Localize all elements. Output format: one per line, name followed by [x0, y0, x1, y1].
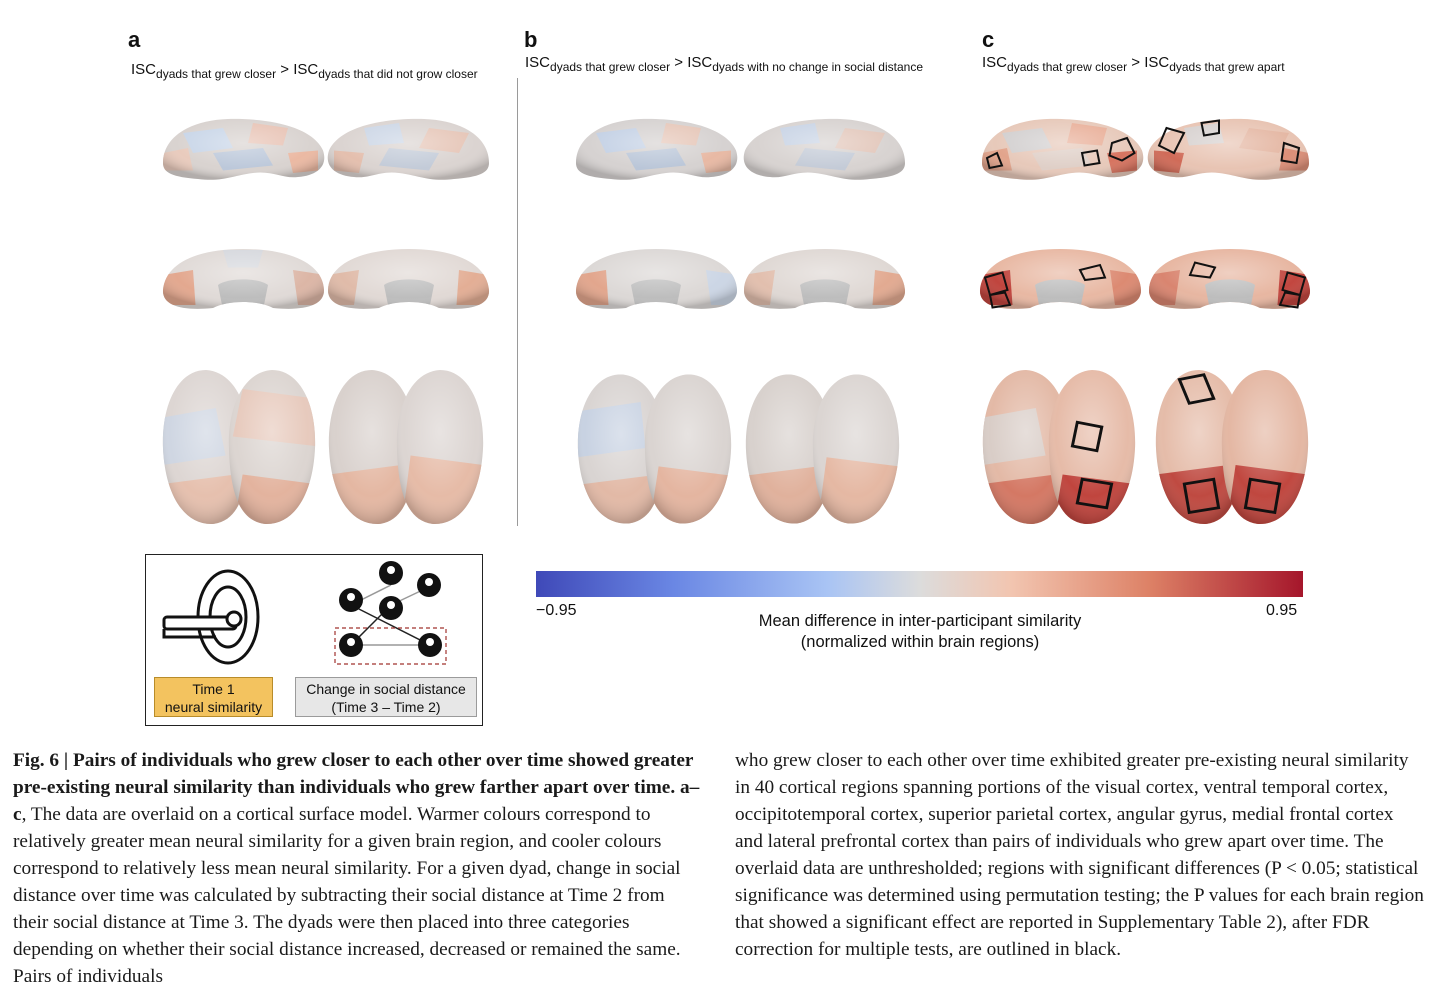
legend-box: Time 1 neural similarity Change in social… — [145, 554, 483, 726]
brain-c-dorsal — [982, 369, 1309, 524]
brain-c-medial-right — [1148, 249, 1311, 309]
panel-letter-b: b — [524, 27, 538, 52]
caption-right-column: who grew closer to each other over time … — [735, 747, 1425, 963]
panel-letter-a: a — [128, 27, 141, 52]
change-label: Change in social distance (Time 3 – Time … — [295, 677, 477, 717]
colorbar — [536, 571, 1303, 597]
brain-a-medial-left — [162, 249, 325, 309]
panel-letter-c: c — [982, 27, 995, 52]
brain-c-lateral-right — [1147, 118, 1309, 180]
caption-left-column: Fig. 6 | Pairs of individuals who grew c… — [13, 747, 703, 990]
legend-icons — [162, 561, 447, 665]
panel-title-a: ISCdyads that grew closer > ISCdyads tha… — [131, 61, 478, 81]
panel-divider — [517, 78, 518, 526]
brain-a-dorsal — [162, 369, 484, 524]
panel-title-c: ISCdyads that grew closer > ISCdyads tha… — [982, 54, 1285, 74]
figure-label: Fig. 6 | — [13, 750, 73, 771]
brain-a-lateral-left — [163, 118, 325, 180]
colorbar-title: Mean difference in inter-participant sim… — [758, 612, 1082, 651]
brain-c-medial-left — [979, 249, 1142, 309]
panel-reference: a–c — [13, 777, 700, 825]
time1-label: Time 1 neural similarity — [154, 677, 273, 717]
brain-b-medial-right — [743, 249, 906, 309]
brain-c-lateral-left — [982, 118, 1144, 180]
brain-surfaces — [162, 118, 1311, 524]
colorbar-max-label: 0.95 — [1266, 602, 1298, 619]
panel-title-b: ISCdyads that grew closer > ISCdyads wit… — [525, 54, 923, 74]
brain-b-medial-left — [575, 249, 738, 309]
brain-b-lateral-left — [576, 118, 738, 180]
caption-left-text: , The data are overlaid on a cortical su… — [13, 804, 681, 987]
caption-right-text: who grew closer to each other over time … — [735, 750, 1424, 960]
social-network-icon — [334, 561, 447, 665]
brain-a-medial-right — [327, 249, 490, 309]
brain-b-dorsal — [577, 374, 900, 524]
brain-a-lateral-right — [327, 118, 489, 180]
mri-scanner-icon — [162, 569, 260, 665]
figure-title: Pairs of individuals who grew closer to … — [13, 750, 694, 798]
brain-b-lateral-right — [743, 118, 905, 180]
colorbar-min-label: −0.95 — [536, 602, 577, 619]
